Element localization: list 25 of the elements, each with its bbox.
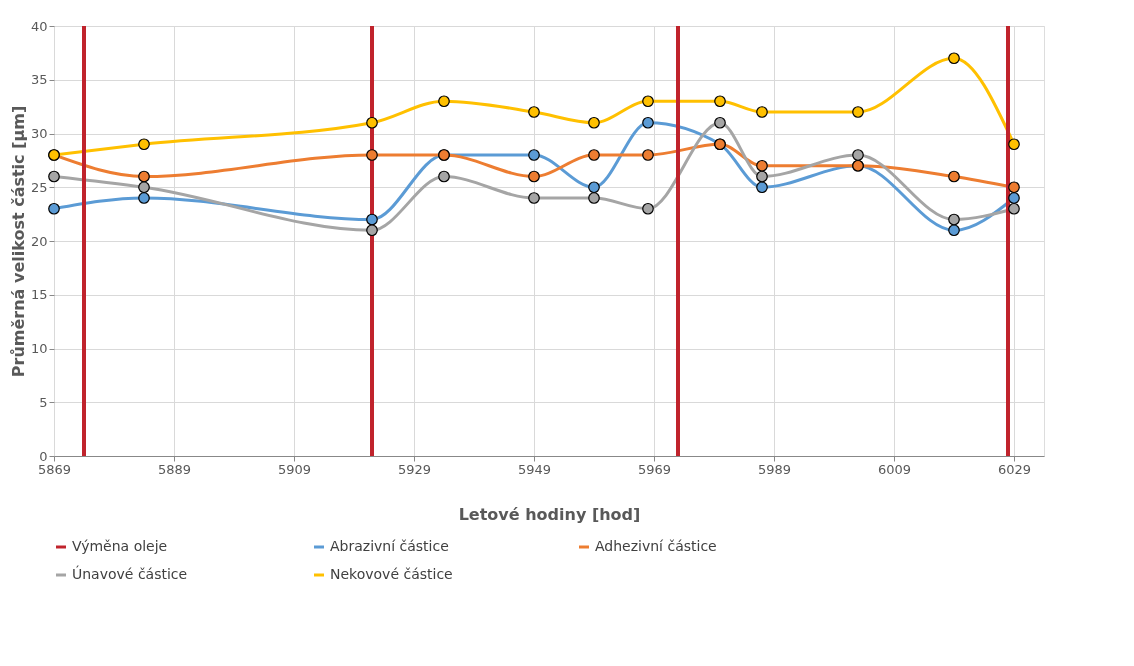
legend-label: Únavové částice [72,565,188,582]
x-tick-label: 5929 [397,461,432,477]
y-tick-label: 40 [30,18,48,34]
x-tick-label: 6029 [997,461,1032,477]
x-axis-title: Letové hodiny [hod] [458,504,641,524]
x-tick-label: 5869 [37,461,72,477]
x-tick-label: 5969 [637,461,672,477]
y-tick-label: 0 [39,448,48,464]
y-tick-label: 20 [30,233,48,249]
legend-label: Abrazivní částice [330,538,449,554]
x-tick-label: 5889 [157,461,192,477]
legend-label: Výměna oleje [72,538,168,554]
y-tick-label: 25 [30,179,48,195]
x-tick-label: 6009 [877,461,912,477]
x-tick-label: 5949 [517,461,552,477]
y-tick-label: 35 [30,72,48,88]
y-tick-label: 15 [30,287,48,303]
y-tick-label: 30 [30,126,48,141]
y-tick-label: 10 [30,341,48,356]
y-tick-label: 5 [39,394,48,410]
x-tick-label: 5909 [277,461,312,477]
legend-label: Adhezivní částice [595,538,717,554]
x-tick-label: 5989 [757,461,792,477]
y-axis-title: Průměrná velikost částic [µm] [8,105,28,378]
legend-label: Nekovové částice [330,566,453,582]
